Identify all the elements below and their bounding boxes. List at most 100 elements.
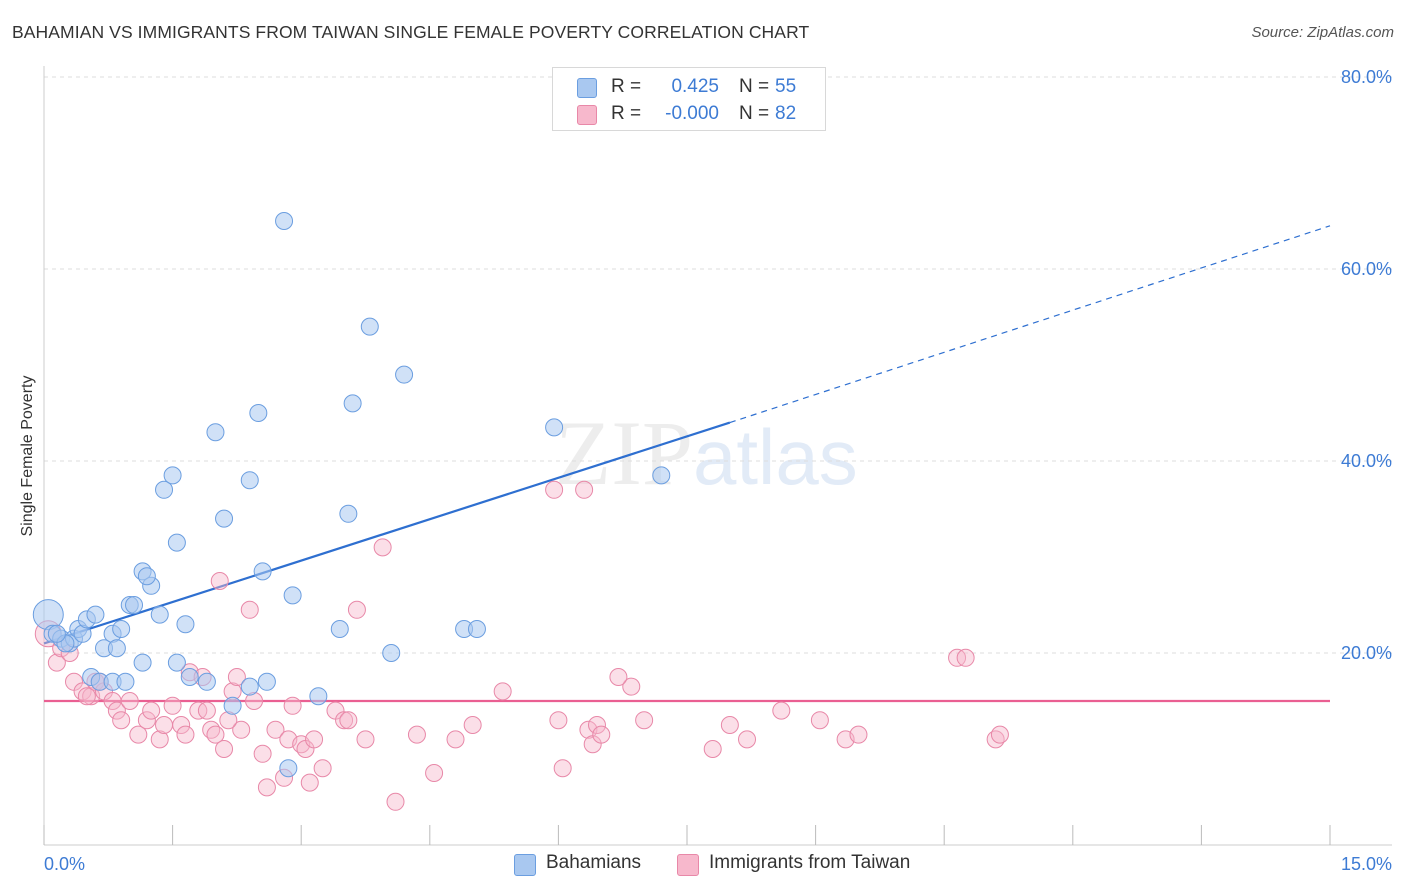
bahamians-point (155, 480, 174, 499)
chart-title: BAHAMIAN VS IMMIGRANTS FROM TAIWAN SINGL… (12, 22, 810, 42)
taiwan-point (112, 711, 131, 730)
correlation-legend: R = 0.425 N = 55 R = -0.000 N = 82 (552, 67, 826, 131)
taiwan-point (253, 744, 272, 763)
taiwan-point (266, 720, 285, 739)
n-label: N = (739, 103, 770, 124)
bahamians-point (167, 533, 186, 552)
r-value: 0.425 (671, 76, 719, 97)
taiwan-point (227, 668, 246, 686)
taiwan-point (313, 759, 332, 778)
taiwan-point (849, 725, 868, 744)
bahamians-point (279, 759, 298, 778)
taiwan-point (386, 792, 405, 811)
taiwan-point (609, 668, 628, 686)
axes (43, 66, 1392, 846)
taiwan-point (575, 480, 594, 499)
taiwan-point (592, 725, 611, 744)
trend-line-bahamians (43, 421, 731, 645)
bahamians-legend-swatch (514, 854, 536, 876)
watermark: ZIPatlas (555, 400, 858, 506)
r-value: -0.000 (665, 103, 719, 124)
trend-lines (43, 225, 1331, 703)
bahamians-legend-label: Bahamians (546, 852, 642, 873)
taiwan-point (635, 711, 654, 730)
bahamians-point (137, 567, 156, 586)
taiwan-point (493, 682, 512, 701)
y-tick-label: 80.0% (1341, 67, 1392, 87)
taiwan-point (305, 730, 324, 749)
bahamians-point (107, 639, 126, 658)
taiwan-point (176, 725, 195, 744)
taiwan-point (77, 687, 96, 706)
taiwan-point (553, 759, 572, 778)
source-credit: Source: ZipAtlas.com (1251, 24, 1394, 41)
bahamians-point (309, 687, 328, 706)
y-tick-label: 60.0% (1341, 259, 1392, 279)
taiwan-point (150, 730, 169, 749)
taiwan-point (425, 764, 444, 782)
bahamians-point (253, 562, 272, 581)
taiwan-point (549, 711, 568, 730)
bahamians-point (382, 644, 401, 662)
taiwan-point (163, 696, 182, 715)
r-label: R = (611, 76, 642, 97)
watermark-zip: ZIP (555, 402, 693, 504)
taiwan-point (172, 716, 191, 734)
bahamians-point (257, 672, 276, 691)
bahamians-point (176, 615, 195, 634)
taiwan-legend-label: Immigrants from Taiwan (709, 852, 911, 873)
y-tick-label: 20.0% (1341, 643, 1392, 663)
taiwan-point (772, 701, 791, 720)
taiwan-point (257, 778, 276, 797)
bahamians-point (223, 696, 242, 715)
taiwan-point (283, 696, 302, 715)
grid-lines (44, 76, 1392, 654)
bahamians-point (343, 394, 362, 413)
y-tick-label: 40.0% (1341, 451, 1392, 471)
taiwan-point (347, 600, 366, 619)
taiwan-point (720, 716, 739, 734)
bahamians-point (240, 677, 259, 696)
n-value: 82 (775, 103, 797, 124)
bahamians-point (116, 672, 135, 691)
bahamians-point (180, 668, 199, 686)
bahamians-point (275, 212, 294, 230)
tick-labels: 20.0% 40.0% 60.0% 80.0% 0.0% 15.0% (44, 67, 1392, 874)
taiwan-point (197, 701, 216, 720)
taiwan-point (703, 740, 722, 758)
bahamians-point (47, 624, 66, 643)
bahamians-point (215, 509, 234, 528)
taiwan-point (622, 677, 641, 696)
bahamians-point (86, 605, 105, 624)
taiwan-point (300, 773, 319, 792)
n-label: N = (739, 76, 770, 97)
taiwan-point (587, 716, 606, 734)
n-value: 55 (775, 76, 797, 97)
taiwan-point (120, 692, 139, 710)
taiwan-point (210, 572, 229, 590)
bahamians-point (206, 423, 225, 442)
bahamians-point (249, 404, 268, 422)
taiwan-point (356, 730, 375, 749)
taiwan-point (956, 648, 975, 667)
bahamians-point (652, 466, 671, 485)
watermark-atlas: atlas (693, 413, 858, 501)
bahamians-point (545, 418, 564, 437)
taiwan-point (339, 711, 358, 730)
bahamians-point (197, 672, 216, 691)
taiwan-point (206, 725, 225, 744)
taiwan-point (990, 725, 1009, 744)
bahamians-point (467, 620, 486, 638)
x-tick-label: 0.0% (44, 854, 85, 874)
bahamians-point (283, 586, 302, 605)
bahamians-point (163, 466, 182, 485)
trend-line-extension (729, 225, 1331, 424)
bahamians-swatch (577, 78, 597, 98)
bahamians-point (339, 504, 358, 523)
taiwan-point (240, 600, 259, 619)
taiwan-point (407, 725, 426, 744)
bahamians-point (360, 317, 379, 336)
taiwan-point (232, 720, 251, 739)
taiwan-point (373, 538, 392, 557)
